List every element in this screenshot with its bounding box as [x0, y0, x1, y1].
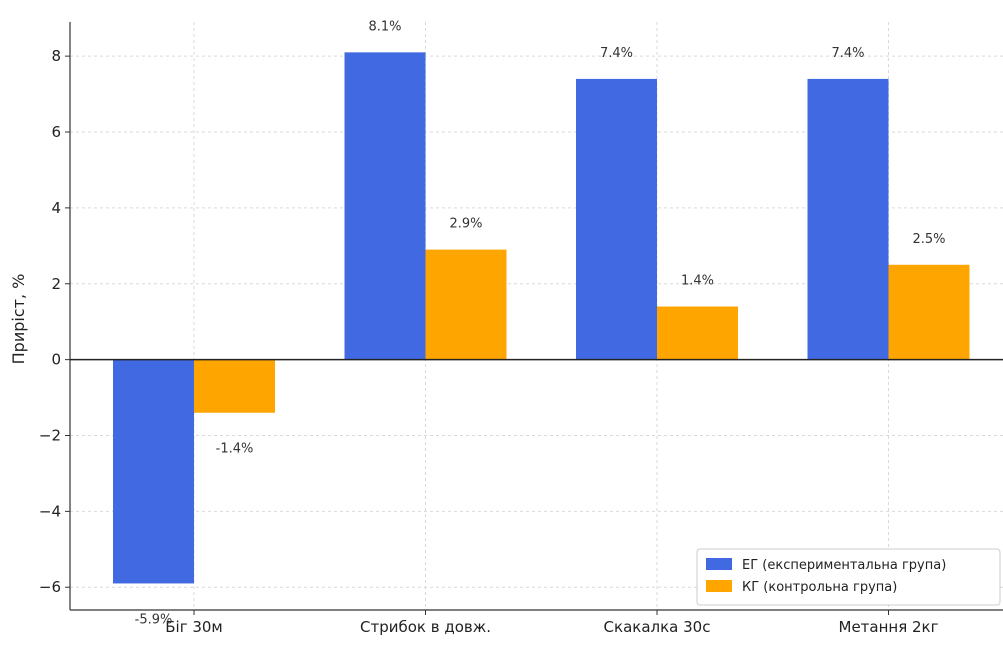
x-ticks: Біг 30м Стрибок в довж. Скакалка 30с Метанн…	[165, 610, 939, 636]
data-label: 7.4%	[600, 46, 633, 61]
bar	[888, 264, 970, 360]
x-tick-label: Стрибок в довж.	[360, 618, 491, 636]
axes	[69, 22, 1003, 611]
y-tick-label: 0	[51, 351, 61, 369]
data-label: -5.9%	[135, 612, 173, 627]
bar	[344, 52, 426, 360]
data-label: 2.9%	[449, 217, 482, 232]
legend-label: ЕГ (експериментальна група)	[742, 558, 946, 573]
legend-swatch	[706, 580, 732, 592]
y-tick-label: −6	[39, 578, 61, 596]
value-labels: -5.9% 8.1% 7.4% 7.4% -1.4% 2.9% 1.4% 2.5%	[135, 19, 946, 627]
y-ticks: −6 −4 −2 0 2 4 6 8	[39, 47, 70, 596]
legend-swatch	[706, 558, 732, 570]
y-axis-label: Приріст, %	[9, 274, 28, 365]
legend-box	[696, 548, 1001, 606]
x-tick-label: Скакалка 30с	[604, 618, 711, 636]
x-tick-label: Метання 2кг	[839, 618, 939, 636]
legend-label: КГ (контрольна група)	[742, 580, 897, 595]
y-tick-label: 2	[51, 275, 61, 293]
data-label: 8.1%	[368, 19, 401, 34]
x-tick-label: Біг 30м	[165, 618, 223, 636]
data-label: 2.5%	[912, 232, 945, 247]
legend: ЕГ (експериментальна група) КГ (контрольн…	[696, 548, 1001, 606]
y-tick-label: 8	[51, 47, 61, 65]
bar	[194, 359, 275, 413]
bar	[657, 306, 738, 360]
bars	[113, 52, 970, 584]
data-label: 7.4%	[831, 46, 864, 61]
bar	[807, 78, 889, 360]
bar	[576, 78, 657, 360]
data-label: 1.4%	[681, 274, 714, 289]
bar	[425, 249, 507, 360]
y-tick-label: −4	[39, 502, 61, 520]
bar	[113, 359, 194, 584]
data-label: -1.4%	[216, 442, 254, 457]
y-tick-label: 6	[51, 123, 61, 141]
y-tick-label: 4	[51, 199, 61, 217]
y-tick-label: −2	[39, 426, 61, 444]
